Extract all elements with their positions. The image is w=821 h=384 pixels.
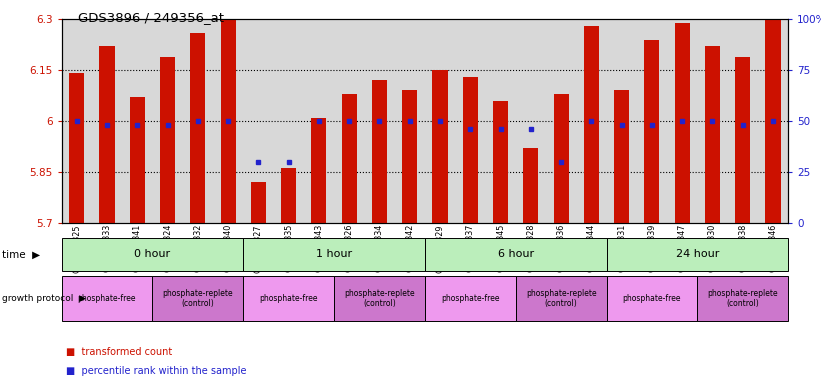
Bar (644, 40, 659, 223)
Bar (273, 19, 304, 223)
Bar (342, 94, 357, 223)
Bar (463, 77, 478, 223)
Bar (485, 19, 516, 223)
Text: 1 hour: 1 hour (316, 249, 352, 260)
Text: phosphate-replete
(control): phosphate-replete (control) (163, 289, 233, 308)
Bar (576, 19, 607, 223)
Bar (523, 148, 539, 223)
Text: ■  percentile rank within the sample: ■ percentile rank within the sample (66, 366, 246, 376)
Bar (765, 19, 781, 223)
Bar (433, 70, 447, 223)
Bar (304, 19, 334, 223)
Bar (99, 46, 115, 223)
Bar (92, 19, 122, 223)
Bar (637, 19, 667, 223)
Bar (455, 19, 485, 223)
Bar (334, 19, 365, 223)
Text: phosphate-replete
(control): phosphate-replete (control) (344, 289, 415, 308)
Bar (425, 238, 607, 271)
Bar (607, 238, 788, 271)
Bar (62, 238, 243, 271)
Bar (727, 19, 758, 223)
Text: phosphate-free: phosphate-free (259, 294, 318, 303)
Bar (493, 101, 508, 223)
Bar (553, 94, 569, 223)
Bar (190, 33, 205, 223)
Bar (705, 46, 720, 223)
Bar (213, 19, 243, 223)
Text: phosphate-free: phosphate-free (78, 294, 136, 303)
Text: 6 hour: 6 hour (498, 249, 534, 260)
Bar (697, 276, 788, 321)
Bar (182, 19, 213, 223)
Bar (667, 19, 697, 223)
Bar (130, 97, 144, 223)
Bar (697, 19, 727, 223)
Bar (395, 19, 425, 223)
Text: phosphate-replete
(control): phosphate-replete (control) (708, 289, 778, 308)
Bar (614, 90, 629, 223)
Text: GDS3896 / 249356_at: GDS3896 / 249356_at (78, 12, 224, 25)
Bar (243, 276, 334, 321)
Bar (122, 19, 153, 223)
Bar (516, 276, 607, 321)
Text: growth protocol  ▶: growth protocol ▶ (2, 294, 86, 303)
Bar (365, 19, 395, 223)
Text: 0 hour: 0 hour (135, 249, 171, 260)
Text: time  ▶: time ▶ (2, 249, 40, 260)
Bar (221, 19, 236, 223)
Text: 24 hour: 24 hour (676, 249, 719, 260)
Bar (372, 80, 387, 223)
Bar (62, 19, 92, 223)
Text: phosphate-free: phosphate-free (622, 294, 681, 303)
Bar (311, 118, 327, 223)
Bar (607, 276, 697, 321)
Bar (334, 276, 425, 321)
Bar (69, 73, 85, 223)
Bar (425, 276, 516, 321)
Bar (243, 19, 273, 223)
Bar (584, 26, 599, 223)
Bar (425, 19, 455, 223)
Text: phosphate-replete
(control): phosphate-replete (control) (525, 289, 596, 308)
Bar (402, 90, 417, 223)
Bar (758, 19, 788, 223)
Bar (153, 276, 243, 321)
Bar (607, 19, 637, 223)
Bar (281, 169, 296, 223)
Bar (546, 19, 576, 223)
Text: ■  transformed count: ■ transformed count (66, 347, 172, 357)
Bar (243, 238, 425, 271)
Bar (62, 276, 153, 321)
Text: phosphate-free: phosphate-free (441, 294, 499, 303)
Bar (675, 23, 690, 223)
Bar (735, 56, 750, 223)
Bar (160, 56, 175, 223)
Bar (250, 182, 266, 223)
Bar (516, 19, 546, 223)
Bar (153, 19, 182, 223)
